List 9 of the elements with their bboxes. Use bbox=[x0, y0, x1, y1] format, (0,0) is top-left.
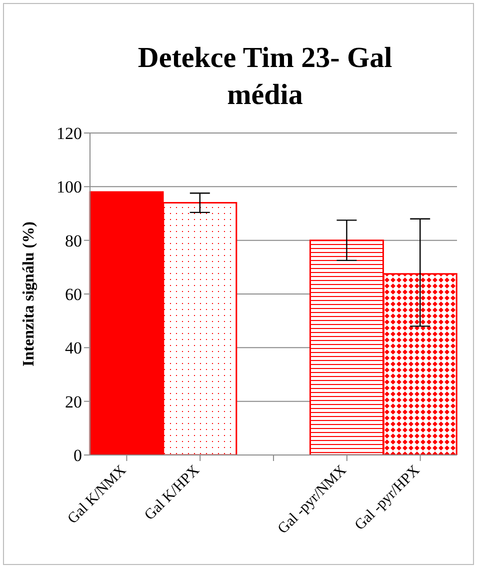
y-tick-label: 20 bbox=[65, 392, 82, 412]
y-tick-label: 80 bbox=[65, 231, 82, 250]
chart-title: Detekce Tim 23- Gal média bbox=[136, 41, 394, 113]
y-tick-label: 100 bbox=[56, 178, 82, 197]
y-tick-label: 0 bbox=[74, 446, 82, 466]
y-tick-label: 60 bbox=[65, 285, 82, 304]
y-tick-label: 40 bbox=[65, 338, 82, 358]
y-axis-title: Intenzita signálu (%) bbox=[20, 222, 38, 366]
y-tick-label: 120 bbox=[56, 124, 82, 144]
